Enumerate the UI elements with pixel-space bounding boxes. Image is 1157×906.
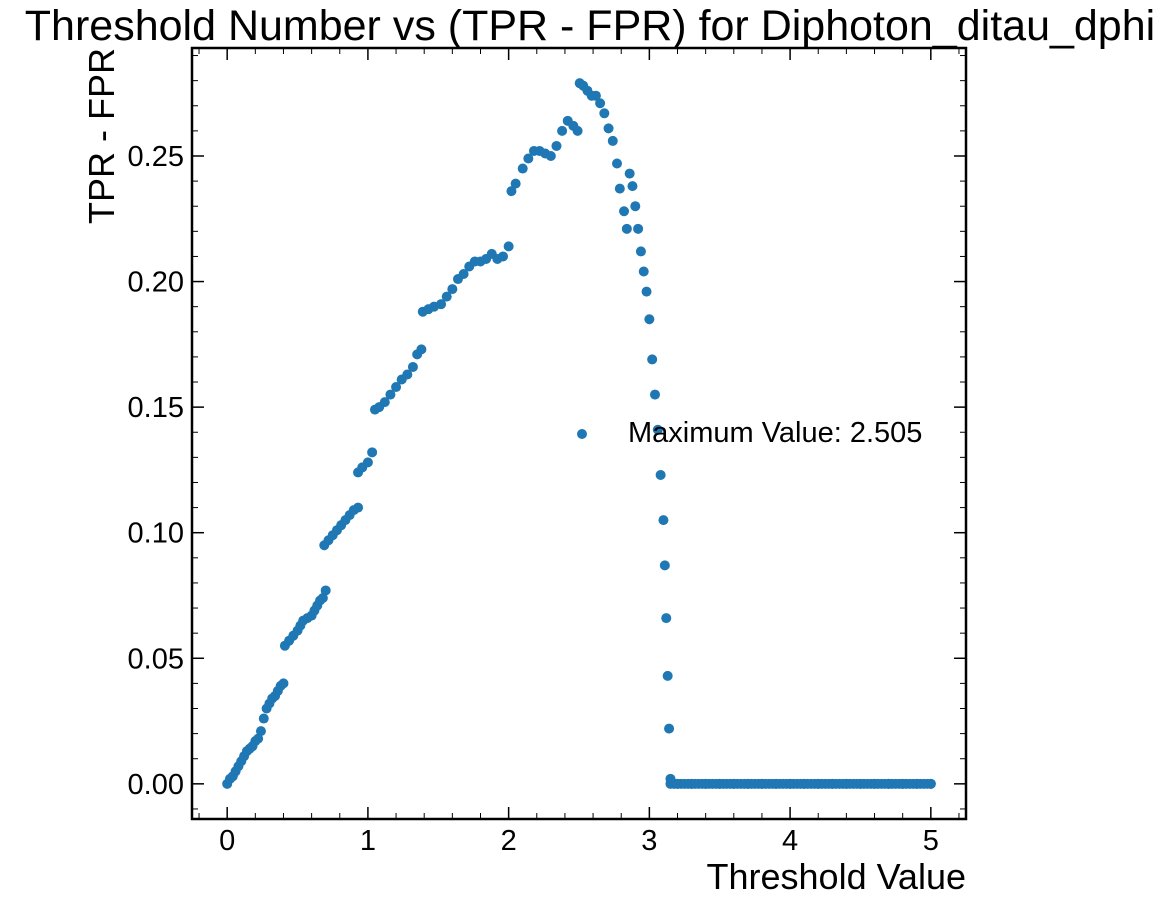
data-point [385, 389, 396, 400]
data-point [611, 158, 622, 169]
data-point [506, 186, 517, 197]
data-point [545, 150, 556, 161]
y-tick-label: 0.25 [128, 141, 184, 173]
data-point [391, 382, 402, 393]
legend: Maximum Value: 2.505 [577, 417, 922, 449]
y-tick-label: 0.15 [128, 392, 184, 424]
data-point [590, 90, 601, 101]
data-point [619, 206, 630, 217]
data-point [258, 713, 269, 724]
data-point [447, 284, 458, 295]
data-point [603, 123, 614, 134]
chart-title: Threshold Number vs (TPR - FPR) for Diph… [25, 2, 1155, 50]
data-point [662, 670, 673, 681]
legend-label: Maximum Value: 2.505 [628, 417, 922, 449]
y-axis-label: TPR - FPR [81, 48, 122, 224]
data-point [458, 269, 469, 280]
axis-ticks: 0 1 2 3 4 5 0.00 0.05 0.10 0.15 0.20 0.25 [128, 48, 966, 857]
data-point [441, 291, 452, 302]
data-point [644, 314, 655, 325]
data-point [641, 286, 652, 297]
y-tick-label: 0.05 [128, 643, 184, 675]
data-point [503, 241, 514, 252]
data-points [222, 78, 936, 789]
data-point [416, 344, 427, 355]
data-point [523, 153, 534, 164]
data-point [658, 515, 669, 526]
data-point [498, 251, 509, 262]
data-point [649, 389, 660, 400]
plot-frame [190, 46, 968, 821]
y-tick-label: 0.10 [128, 518, 184, 550]
data-point [367, 447, 378, 458]
data-point [362, 457, 373, 468]
data-point [655, 469, 666, 480]
data-point [517, 163, 528, 174]
x-tick-label: 3 [641, 825, 657, 857]
data-point [627, 181, 638, 192]
data-point [278, 678, 289, 689]
x-tick-label: 0 [219, 825, 235, 857]
legend-marker [577, 429, 587, 439]
data-point [624, 168, 635, 179]
data-point [379, 397, 390, 408]
data-point [551, 140, 562, 151]
data-point [407, 361, 418, 372]
data-point [353, 502, 364, 513]
data-point [402, 369, 413, 380]
data-point [317, 592, 328, 603]
data-point [664, 723, 675, 734]
data-point [621, 223, 632, 234]
data-point [557, 125, 568, 136]
data-point [599, 108, 610, 119]
data-point [572, 125, 583, 136]
data-point [253, 733, 264, 744]
y-tick-label: 0.20 [128, 267, 184, 299]
y-tick-label: 0.00 [128, 769, 184, 801]
data-point [255, 726, 266, 737]
data-point [633, 223, 644, 234]
data-point [510, 178, 521, 189]
data-point [661, 613, 672, 624]
data-point [659, 560, 670, 571]
data-point [607, 135, 618, 146]
data-point [595, 98, 606, 109]
data-point [647, 354, 658, 365]
x-tick-label: 2 [501, 825, 517, 857]
data-point [320, 585, 331, 596]
data-point [925, 778, 936, 789]
x-axis-label: Threshold Value [707, 856, 967, 897]
data-point [436, 299, 447, 310]
x-tick-label: 1 [360, 825, 376, 857]
data-point [635, 246, 646, 257]
data-point [630, 201, 641, 212]
data-point [652, 424, 663, 435]
data-point [638, 266, 649, 277]
x-tick-label: 5 [923, 825, 939, 857]
data-point [614, 183, 625, 194]
x-tick-label: 4 [782, 825, 798, 857]
